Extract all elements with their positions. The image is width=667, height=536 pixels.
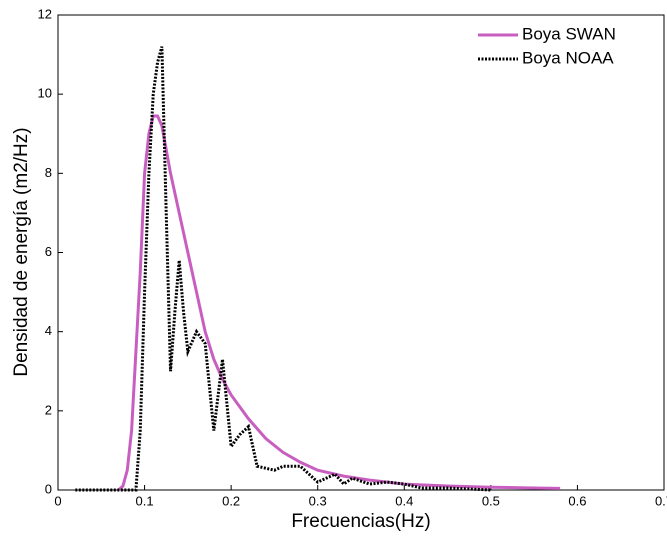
y-tick-label: 4 xyxy=(45,323,52,338)
y-tick-label: 8 xyxy=(45,165,52,180)
y-tick-label: 6 xyxy=(45,244,52,259)
x-tick-label: 0.7 xyxy=(655,493,667,508)
legend-text: Boya NOAA xyxy=(522,48,614,67)
x-tick-label: 0.6 xyxy=(568,493,586,508)
plot-frame xyxy=(57,14,665,491)
x-tick-label: 0.4 xyxy=(395,493,413,508)
y-tick-label: 12 xyxy=(38,6,52,21)
y-axis-label: Densidad de energía (m2/Hz) xyxy=(11,127,32,376)
x-tick-label: 0.5 xyxy=(482,493,500,508)
x-tick-label: 0 xyxy=(54,493,61,508)
x-axis-label: Frecuencias(Hz) xyxy=(291,511,430,532)
x-tick-label: 0.1 xyxy=(136,493,154,508)
x-tick-label: 0.3 xyxy=(309,493,327,508)
series-line xyxy=(75,46,491,492)
series-line xyxy=(117,114,561,492)
legend-text: Boya SWAN xyxy=(522,24,616,43)
x-tick-label: 0.2 xyxy=(222,493,240,508)
y-tick-label: 0 xyxy=(45,481,52,496)
y-tick-label: 2 xyxy=(45,402,52,417)
y-tick-label: 10 xyxy=(38,86,52,101)
